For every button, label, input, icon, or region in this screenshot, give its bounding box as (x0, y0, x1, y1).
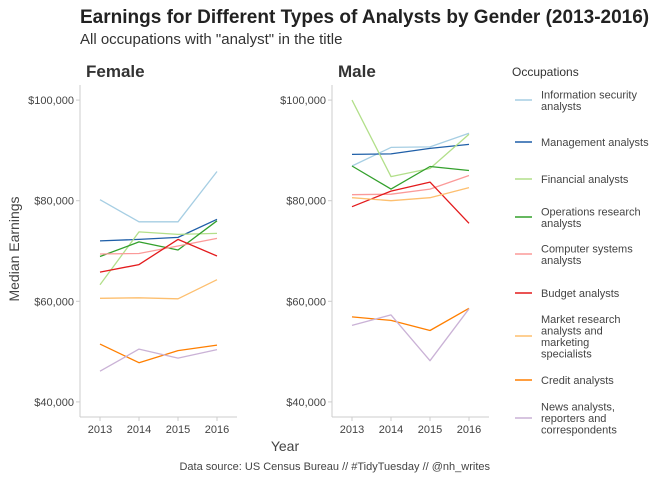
legend-label-information-security-analysts: Information security analysts (541, 89, 637, 113)
legend-label-financial-analysts: Financial analysts (541, 174, 629, 186)
female-line-budget-analysts (99, 238, 218, 273)
legend-label-market-research-analysts-and-marketing-specialists: Market research analysts and marketing spec… (541, 314, 620, 361)
female-line-information-security-analysts (99, 171, 218, 223)
female-y-tick-label: $40,000 (34, 397, 74, 409)
female-line-operations-research-analysts (99, 220, 218, 258)
x-axis-label: Year (271, 438, 300, 454)
male-x-tick-label: 2015 (418, 424, 442, 436)
female-y-tick-label: $80,000 (34, 196, 74, 208)
male-x-tick-label: 2013 (340, 424, 364, 436)
male-line-market-research-analysts-and-marketing-specialists (351, 186, 470, 202)
legend-label-credit-analysts: Credit analysts (541, 375, 614, 387)
female-x-tick-label: 2013 (88, 424, 112, 436)
male-y-tick-label: $40,000 (286, 397, 326, 409)
legend-label-computer-systems-analysts: Computer systems analysts (541, 243, 633, 267)
male-y-tick-label: $100,000 (280, 95, 326, 107)
female-x-tick-label: 2016 (205, 424, 229, 436)
male-line-management-analysts (351, 143, 470, 156)
female-x-tick-label: 2014 (127, 424, 151, 436)
legend-label-budget-analysts: Budget analysts (541, 288, 620, 300)
panel-label-male: Male (338, 62, 376, 81)
male-line-budget-analysts (351, 181, 470, 224)
legend-title: Occupations (512, 65, 579, 79)
male-y-tick-label: $80,000 (286, 196, 326, 208)
female-line-financial-analysts (99, 231, 218, 286)
male-line-news-analysts-reporters-and-correspondents (351, 308, 470, 362)
male-line-computer-systems-analysts (351, 174, 470, 196)
male-y-tick-label: $60,000 (286, 296, 326, 308)
male-line-information-security-analysts (351, 132, 470, 167)
female-line-credit-analysts (99, 343, 218, 364)
chart-subtitle: All occupations with "analyst" in the ti… (80, 31, 342, 48)
female-line-computer-systems-analysts (99, 237, 218, 255)
panel-male: $40,000 $60,000 $80,000 $100,000 2013 2014 201… (280, 85, 489, 436)
female-x-tick-label: 2015 (166, 424, 190, 436)
chart-title: Earnings for Different Types of Analysts… (80, 7, 649, 28)
female-line-management-analysts (99, 218, 218, 242)
panel-female: $40,000 $60,000 $80,000 $100,000 2013 2014 201… (28, 85, 237, 436)
legend: Information security analysts Management a… (515, 89, 649, 437)
y-axis-label: Median Earnings (6, 196, 22, 301)
legend-label-news-analysts-reporters-and-correspondents: News analysts, reporters and correspondent… (541, 402, 617, 437)
caption: Data source: US Census Bureau // #TidyTu… (179, 461, 490, 473)
male-line-credit-analysts (351, 307, 470, 332)
female-y-tick-label: $60,000 (34, 296, 74, 308)
male-line-operations-research-analysts (351, 165, 470, 190)
male-x-tick-label: 2014 (379, 424, 403, 436)
female-line-news-analysts-reporters-and-correspondents (99, 348, 218, 372)
panel-label-female: Female (86, 62, 145, 81)
legend-label-management-analysts: Management analysts (541, 137, 649, 149)
female-y-tick-label: $100,000 (28, 95, 74, 107)
legend-label-operations-research-analysts: Operations research analysts (541, 206, 641, 230)
male-x-tick-label: 2016 (457, 424, 481, 436)
female-line-market-research-analysts-and-marketing-specialists (99, 279, 218, 300)
male-line-financial-analysts (351, 99, 470, 178)
